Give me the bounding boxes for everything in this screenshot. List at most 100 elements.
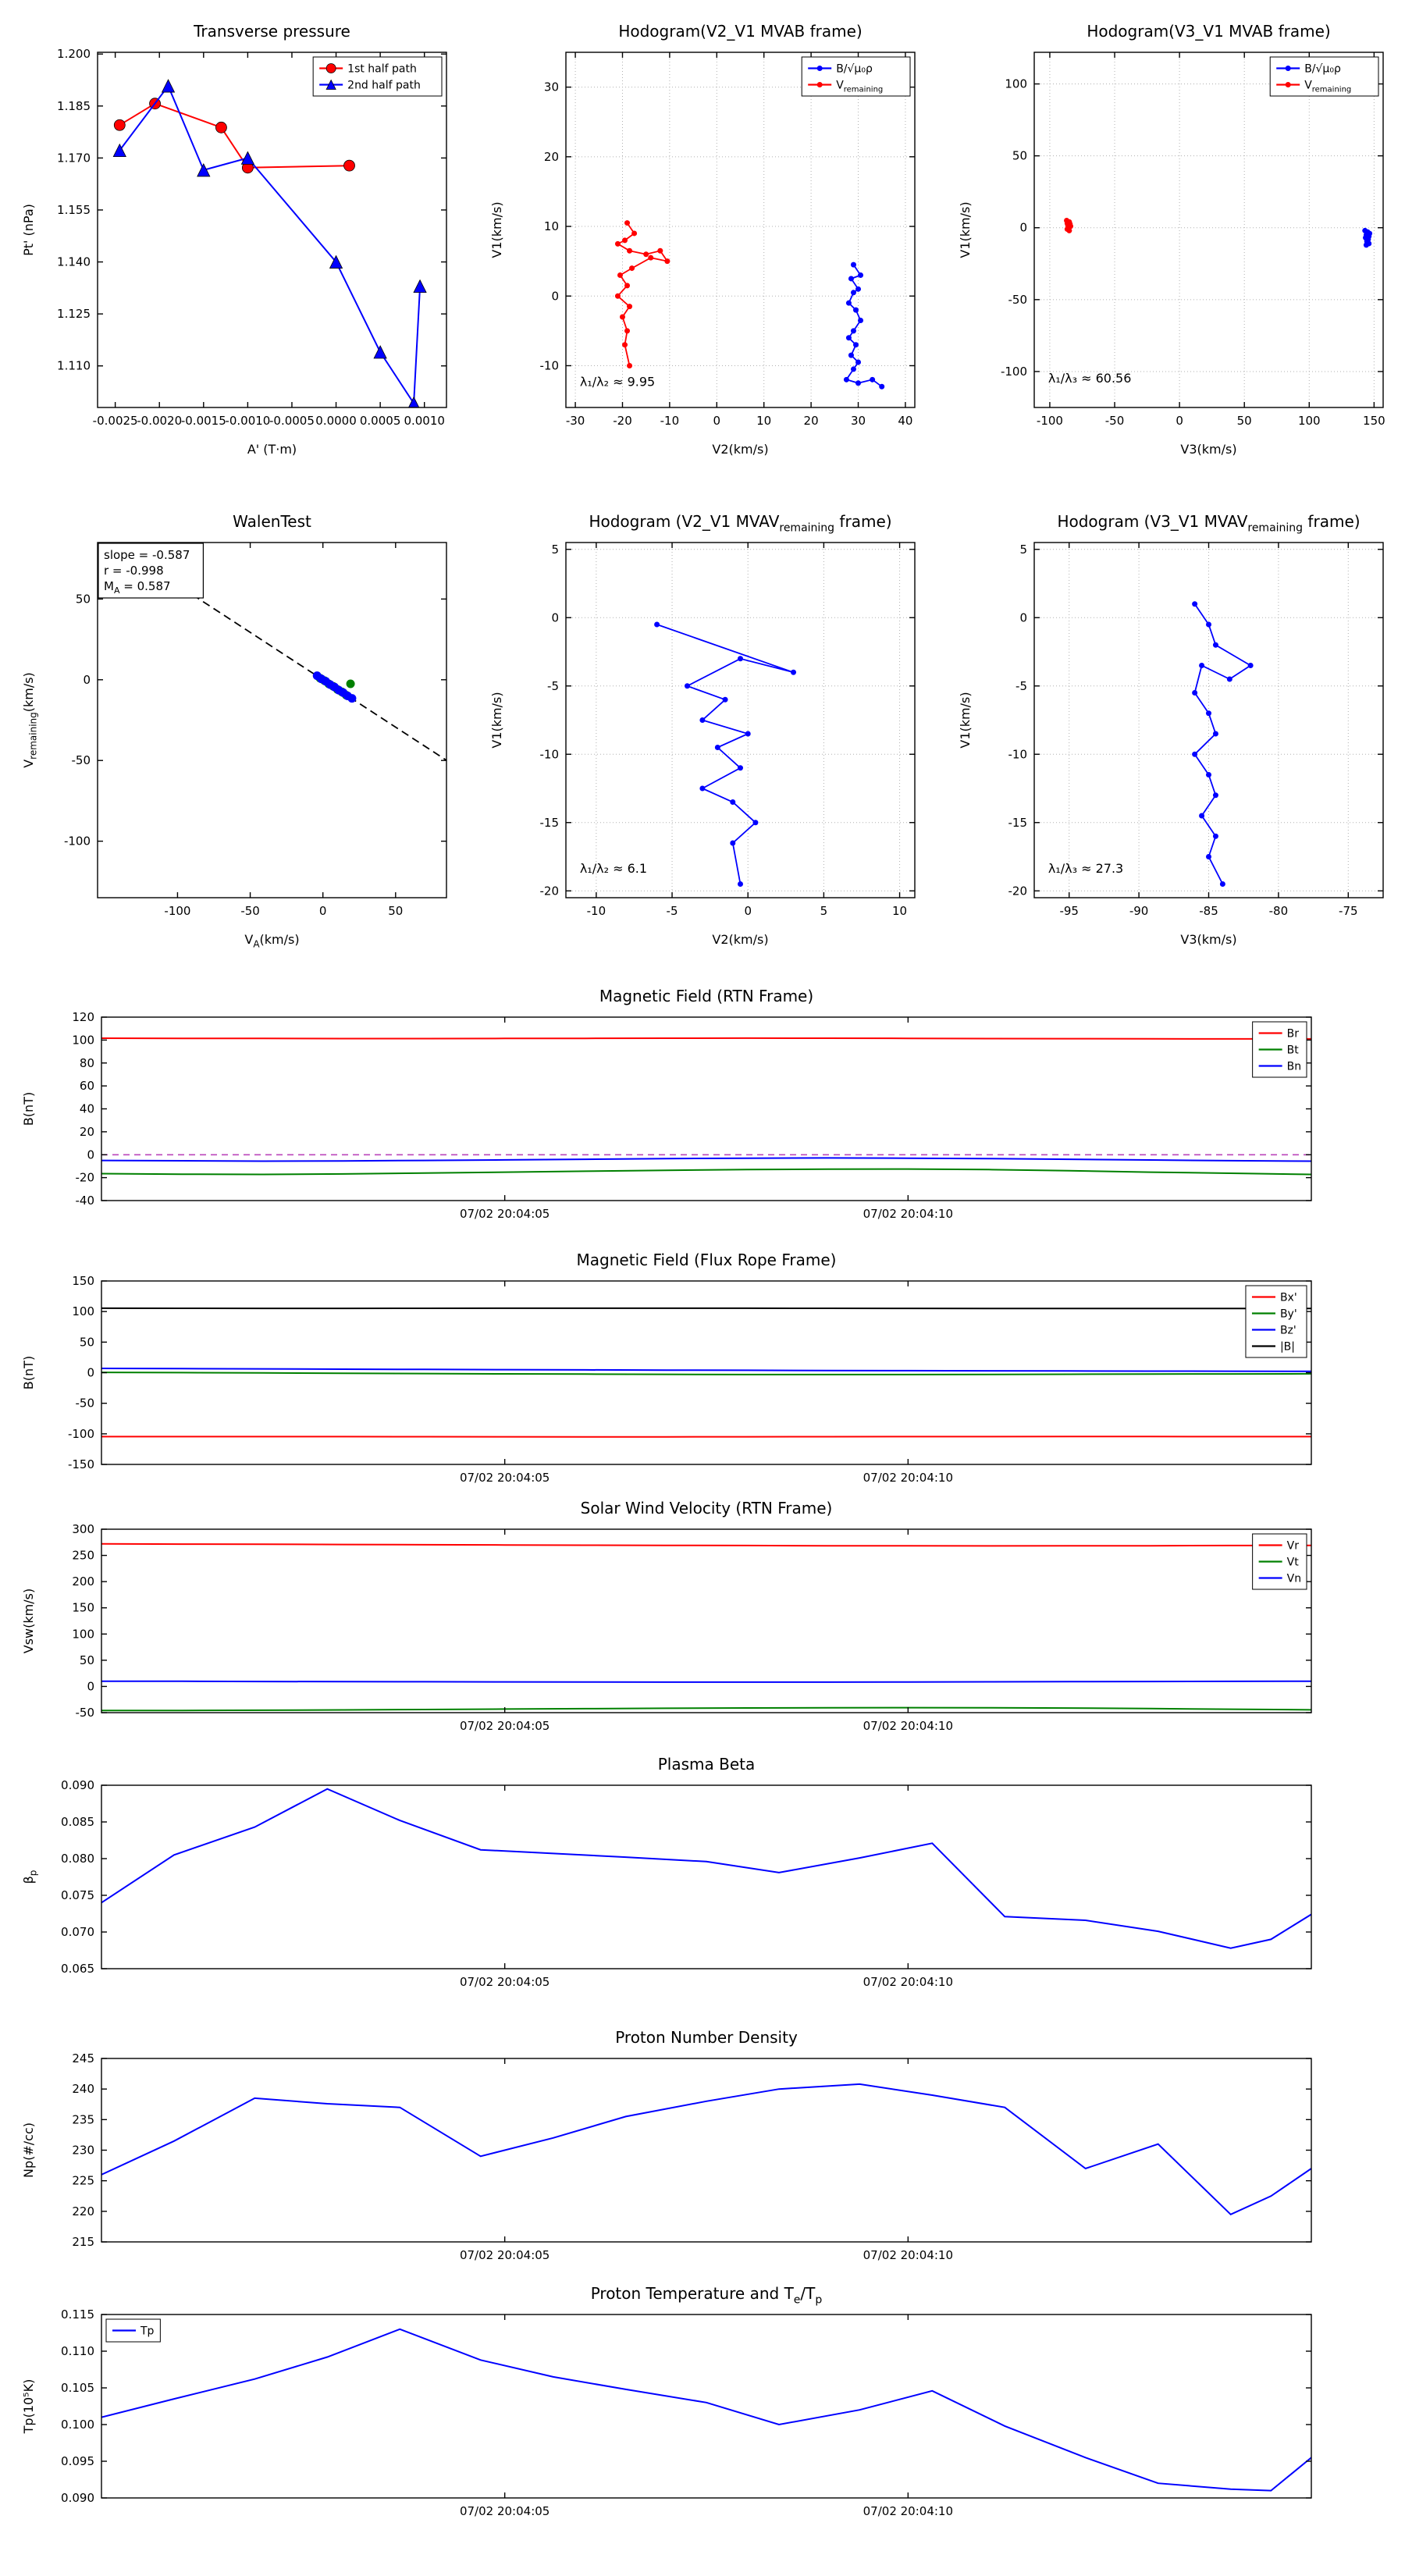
svg-text:1.110: 1.110	[57, 359, 91, 373]
svg-text:0: 0	[713, 414, 721, 428]
chart-magnetic-field-flux-rope: 07/02 20:04:05 07/02 20:04:10 -150 -100 -50 0…	[12, 1242, 1393, 1507]
svg-text:60: 60	[80, 1079, 94, 1093]
svg-text:r = -0.998: r = -0.998	[104, 564, 164, 578]
svg-text:-5: -5	[1016, 679, 1027, 693]
svg-text:0.090: 0.090	[61, 1778, 94, 1792]
svg-text:Vremaining: Vremaining	[1304, 80, 1351, 94]
svg-text:245: 245	[72, 2051, 94, 2065]
svg-text:150: 150	[72, 1601, 94, 1615]
svg-text:1st half path: 1st half path	[347, 63, 417, 76]
svg-text:10: 10	[756, 414, 771, 428]
svg-text:0.110: 0.110	[61, 2344, 94, 2358]
svg-text:5: 5	[1019, 543, 1027, 557]
svg-text:300: 300	[72, 1522, 94, 1536]
svg-text:50: 50	[388, 904, 403, 918]
svg-text:0.105: 0.105	[61, 2381, 94, 2395]
chart-magnetic-field-rtn: 07/02 20:04:05 07/02 20:04:10 -40 -20 0 20 40 6…	[12, 978, 1393, 1244]
svg-text:07/02 20:04:05: 07/02 20:04:05	[460, 1719, 550, 1733]
svg-text:07/02 20:04:05: 07/02 20:04:05	[460, 1207, 550, 1221]
svg-text:By': By'	[1280, 1308, 1297, 1321]
svg-text:-50: -50	[1105, 414, 1125, 428]
svg-text:50: 50	[80, 1335, 94, 1349]
svg-text:-75: -75	[1339, 904, 1358, 918]
svg-text:-10: -10	[660, 414, 680, 428]
svg-text:0: 0	[319, 904, 327, 918]
svg-text:B(nT): B(nT)	[21, 1356, 36, 1389]
svg-text:20: 20	[544, 150, 559, 164]
svg-text:-10: -10	[1008, 747, 1028, 761]
svg-text:V1(km/s): V1(km/s)	[958, 692, 973, 748]
svg-text:-20: -20	[540, 884, 560, 898]
svg-text:0.0000: 0.0000	[315, 414, 357, 428]
svg-text:B/√μ₀ρ: B/√μ₀ρ	[1304, 63, 1341, 76]
svg-text:Vremaining: Vremaining	[836, 80, 883, 94]
svg-text:120: 120	[72, 1010, 94, 1024]
svg-text:-90: -90	[1129, 904, 1149, 918]
svg-text:30: 30	[851, 414, 866, 428]
svg-text:Br: Br	[1287, 1028, 1300, 1041]
svg-text:2nd half path: 2nd half path	[347, 80, 421, 92]
svg-text:-0.0010: -0.0010	[225, 414, 270, 428]
svg-text:Hodogram(V3_V1 MVAB frame): Hodogram(V3_V1 MVAB frame)	[1087, 22, 1330, 41]
svg-text:Hodogram (V3_V1 MVAVremaining: Hodogram (V3_V1 MVAVremaining frame)	[1057, 512, 1360, 535]
svg-text:Proton Number Density: Proton Number Density	[615, 2028, 798, 2047]
svg-text:Pt' (nPa): Pt' (nPa)	[21, 204, 36, 256]
svg-text:MA = 0.587: MA = 0.587	[104, 579, 171, 596]
svg-text:1.200: 1.200	[57, 47, 91, 61]
svg-text:235: 235	[72, 2112, 94, 2126]
svg-text:-80: -80	[1269, 904, 1289, 918]
chart-hodogram-v2v1-mvab: -30 -20 -10 0 10 20 30 40 -10 0 10 20 30 Hodogram(V2_…	[484, 9, 929, 466]
svg-text:07/02 20:04:10: 07/02 20:04:10	[863, 1207, 953, 1221]
svg-text:-10: -10	[540, 747, 560, 761]
svg-text:1.170: 1.170	[57, 151, 91, 165]
svg-text:100: 100	[1298, 414, 1321, 428]
svg-text:0: 0	[1176, 414, 1183, 428]
svg-text:slope = -0.587: slope = -0.587	[104, 548, 190, 562]
svg-text:07/02 20:04:05: 07/02 20:04:05	[460, 1975, 550, 1989]
svg-text:0: 0	[87, 1366, 94, 1380]
svg-text:0.075: 0.075	[61, 1888, 94, 1902]
svg-text:0: 0	[551, 610, 559, 624]
svg-text:Vr: Vr	[1287, 1540, 1300, 1553]
svg-text:230: 230	[72, 2144, 94, 2158]
svg-text:-20: -20	[613, 414, 632, 428]
svg-text:-0.0005: -0.0005	[269, 414, 315, 428]
svg-text:100: 100	[72, 1033, 94, 1047]
svg-text:1.185: 1.185	[57, 99, 91, 113]
svg-text:07/02 20:04:10: 07/02 20:04:10	[863, 1471, 953, 1485]
svg-text:-100: -100	[1001, 365, 1027, 379]
svg-text:07/02 20:04:10: 07/02 20:04:10	[863, 2248, 953, 2262]
svg-text:-95: -95	[1059, 904, 1079, 918]
svg-text:V2(km/s): V2(km/s)	[712, 442, 768, 457]
svg-text:V3(km/s): V3(km/s)	[1180, 442, 1236, 457]
svg-text:225: 225	[72, 2174, 94, 2188]
svg-text:|B|: |B|	[1280, 1341, 1295, 1354]
svg-text:40: 40	[898, 414, 912, 428]
chart-proton-number-density: 07/02 20:04:05 07/02 20:04:10 215 220 225 230…	[12, 2019, 1393, 2285]
svg-text:220: 220	[72, 2204, 94, 2218]
svg-text:100: 100	[1005, 77, 1027, 91]
svg-text:100: 100	[72, 1304, 94, 1318]
svg-text:λ₁/λ₃ ≈ 60.56: λ₁/λ₃ ≈ 60.56	[1048, 371, 1132, 386]
svg-text:0: 0	[83, 673, 91, 687]
svg-text:-85: -85	[1199, 904, 1218, 918]
svg-text:Bt: Bt	[1287, 1044, 1300, 1057]
svg-text:Vremaining(km/s): Vremaining(km/s)	[21, 672, 38, 768]
chart-solar-wind-velocity: 07/02 20:04:05 07/02 20:04:10 -50 0 50 100 150…	[12, 1490, 1393, 1756]
svg-text:1.125: 1.125	[57, 307, 91, 321]
svg-text:V1(km/s): V1(km/s)	[958, 201, 973, 258]
svg-text:30: 30	[544, 80, 559, 94]
svg-text:Np(#/cc): Np(#/cc)	[21, 2122, 36, 2178]
svg-text:07/02 20:04:05: 07/02 20:04:05	[460, 2504, 550, 2518]
svg-text:0.070: 0.070	[61, 1925, 94, 1939]
svg-text:-15: -15	[1008, 816, 1028, 830]
svg-text:-100: -100	[68, 1427, 94, 1441]
svg-text:-0.0025: -0.0025	[93, 414, 138, 428]
svg-text:07/02 20:04:10: 07/02 20:04:10	[863, 1719, 953, 1733]
svg-text:-20: -20	[76, 1171, 95, 1185]
svg-text:-50: -50	[76, 1706, 95, 1720]
svg-text:0.090: 0.090	[61, 2491, 94, 2505]
svg-text:V3(km/s): V3(km/s)	[1180, 932, 1236, 947]
svg-text:0: 0	[744, 904, 752, 918]
chart-walen-test: -100 -50 0 50 -100 -50 0 50 WalenTest VA(km/s) Vre…	[16, 500, 461, 956]
